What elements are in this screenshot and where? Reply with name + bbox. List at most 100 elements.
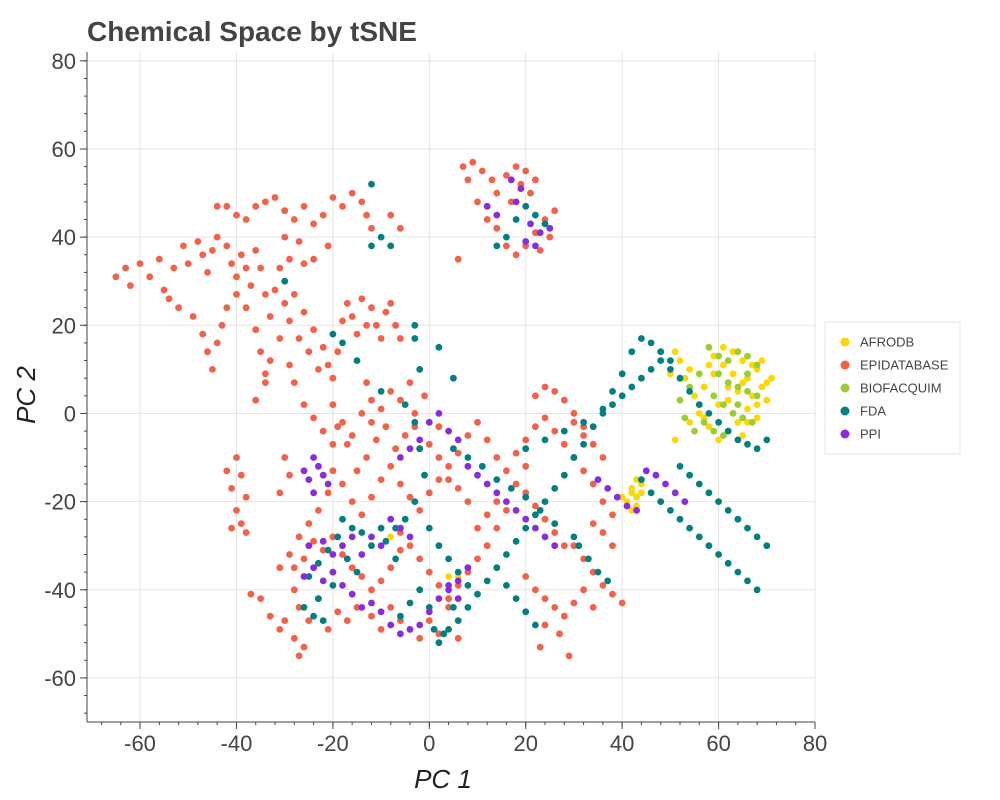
scatter-point bbox=[237, 471, 245, 479]
scatter-point bbox=[435, 454, 443, 461]
scatter-point bbox=[281, 617, 289, 624]
scatter-point bbox=[676, 515, 684, 523]
scatter-point bbox=[329, 194, 337, 201]
scatter-point bbox=[753, 361, 761, 369]
scatter-point bbox=[223, 304, 231, 312]
scatter-point bbox=[122, 264, 129, 272]
scatter-point bbox=[290, 379, 298, 386]
scatter-point bbox=[551, 427, 559, 435]
scatter-point bbox=[464, 462, 472, 470]
scatter-point bbox=[348, 189, 356, 197]
scatter-point bbox=[368, 180, 375, 188]
scatter-point bbox=[343, 555, 351, 563]
scatter-point bbox=[541, 533, 549, 541]
scatter-point bbox=[315, 595, 322, 602]
series-biofacquim bbox=[676, 343, 761, 439]
scatter-point bbox=[744, 352, 751, 360]
scatter-point bbox=[493, 211, 501, 219]
scatter-point bbox=[560, 396, 568, 404]
scatter-point bbox=[223, 202, 231, 210]
scatter-point bbox=[416, 507, 424, 514]
scatter-point bbox=[387, 388, 395, 395]
scatter-point bbox=[406, 533, 414, 541]
scatter-point bbox=[686, 418, 693, 426]
scatter-point bbox=[729, 410, 737, 417]
scatter-point bbox=[358, 551, 366, 558]
scatter-point bbox=[382, 423, 390, 431]
scatter-point bbox=[295, 652, 303, 660]
scatter-point bbox=[160, 286, 168, 294]
scatter-point bbox=[570, 542, 578, 550]
scatter-point bbox=[223, 242, 231, 250]
scatter-point bbox=[425, 608, 433, 616]
scatter-point bbox=[522, 202, 530, 210]
scatter-point bbox=[445, 476, 452, 483]
scatter-point bbox=[204, 348, 211, 356]
scatter-point bbox=[358, 573, 366, 580]
scatter-point bbox=[425, 524, 433, 532]
scatter-point bbox=[748, 392, 756, 400]
scatter-point bbox=[700, 383, 708, 391]
scatter-point bbox=[334, 608, 342, 616]
scatter-point bbox=[315, 366, 322, 373]
scatter-point bbox=[556, 630, 563, 638]
scatter-point bbox=[310, 489, 317, 497]
scatter-point bbox=[358, 198, 366, 206]
scatter-point bbox=[686, 366, 693, 373]
scatter-point bbox=[348, 533, 356, 541]
scatter-point bbox=[618, 392, 626, 400]
scatter-point bbox=[286, 317, 293, 325]
scatter-point bbox=[768, 374, 775, 382]
scatter-point bbox=[493, 224, 501, 232]
scatter-point bbox=[522, 524, 530, 532]
scatter-point bbox=[512, 198, 520, 206]
scatter-point bbox=[705, 489, 713, 497]
scatter-point bbox=[286, 551, 293, 558]
scatter-point bbox=[671, 348, 679, 356]
scatter-point bbox=[667, 507, 674, 514]
plot-area bbox=[87, 52, 815, 722]
scatter-point bbox=[276, 564, 284, 572]
scatter-point bbox=[348, 524, 356, 532]
scatter-point bbox=[507, 485, 515, 492]
scatter-point bbox=[594, 568, 602, 576]
scatter-point bbox=[435, 630, 443, 638]
scatter-point bbox=[503, 172, 510, 179]
scatter-point bbox=[695, 410, 703, 417]
scatter-point bbox=[329, 467, 337, 475]
scatter-point bbox=[753, 392, 761, 400]
scatter-point bbox=[343, 299, 351, 307]
scatter-point bbox=[445, 427, 452, 435]
scatter-point bbox=[242, 304, 250, 312]
scatter-point bbox=[324, 546, 332, 554]
scatter-point bbox=[715, 370, 722, 378]
scatter-point bbox=[300, 202, 308, 210]
scatter-point bbox=[397, 454, 404, 461]
scatter-point bbox=[618, 599, 626, 607]
scatter-point bbox=[580, 555, 587, 563]
scatter-point bbox=[377, 233, 385, 241]
scatter-point bbox=[397, 630, 404, 638]
scatter-point bbox=[392, 555, 399, 563]
scatter-point bbox=[445, 555, 452, 563]
scatter-point bbox=[541, 621, 549, 629]
scatter-point bbox=[155, 255, 163, 263]
scatter-point bbox=[247, 282, 255, 289]
scatter-point bbox=[522, 493, 530, 501]
scatter-point bbox=[748, 418, 756, 426]
scatter-point bbox=[715, 418, 722, 426]
scatter-point bbox=[339, 542, 346, 550]
scatter-point bbox=[715, 436, 722, 444]
scatter-point bbox=[503, 467, 510, 475]
scatter-point bbox=[199, 330, 207, 338]
scatter-point bbox=[642, 467, 650, 475]
scatter-point bbox=[710, 352, 718, 360]
scatter-point bbox=[686, 471, 693, 479]
scatter-point bbox=[532, 621, 539, 629]
scatter-point bbox=[300, 604, 308, 611]
scatter-point bbox=[512, 163, 520, 171]
scatter-point bbox=[474, 524, 481, 532]
scatter-point bbox=[228, 260, 236, 267]
scatter-point bbox=[546, 224, 554, 232]
scatter-point bbox=[536, 507, 544, 514]
